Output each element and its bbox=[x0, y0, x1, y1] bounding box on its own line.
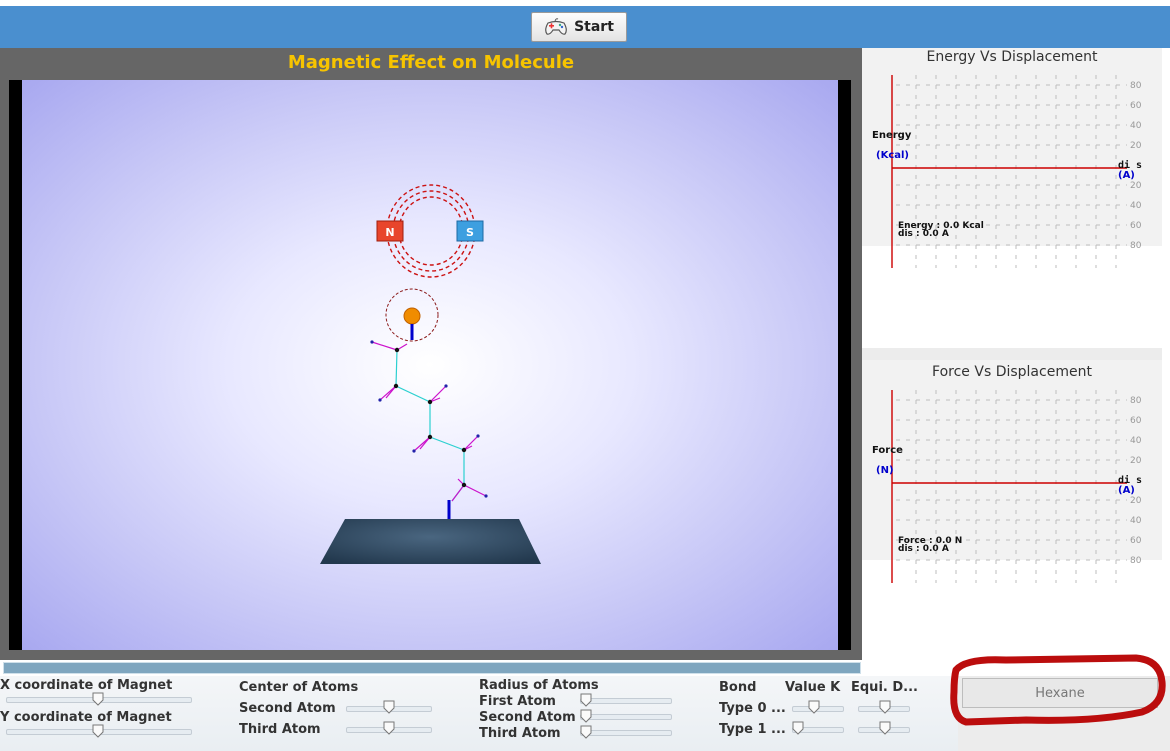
top-atom[interactable] bbox=[403, 307, 421, 325]
center-third-atom-label: Third Atom bbox=[239, 722, 321, 737]
energy-tick: 40 bbox=[1130, 201, 1142, 211]
x-magnet-slider-thumb[interactable] bbox=[92, 692, 104, 706]
energy-grid bbox=[896, 75, 1127, 268]
type0-label: Type 0 ... bbox=[719, 701, 786, 716]
force-graph-panel bbox=[862, 360, 1162, 560]
atom-influence-ring bbox=[385, 288, 439, 342]
force-tick: 60 bbox=[1130, 536, 1142, 546]
force-y-unit: (N) bbox=[876, 465, 894, 476]
hexane-button[interactable]: Hexane bbox=[962, 678, 1158, 708]
force-readout-dis: dis : 0.0 A bbox=[898, 544, 949, 554]
radius-first-atom-slider-track[interactable] bbox=[580, 698, 672, 704]
start-label: Start bbox=[574, 19, 614, 35]
center-atoms-label: Center of Atoms bbox=[239, 680, 359, 695]
energy-tick: 80 bbox=[1130, 241, 1142, 251]
energy-y-label: Energy bbox=[872, 130, 912, 141]
force-tick: 40 bbox=[1130, 516, 1142, 526]
energy-x-unit: (A) bbox=[1118, 170, 1135, 181]
force-tick: 20 bbox=[1130, 456, 1142, 466]
center-second-atom-slider-thumb[interactable] bbox=[383, 700, 395, 714]
gamepad-icon bbox=[544, 18, 568, 36]
radius-third-atom-slider-track[interactable] bbox=[580, 730, 672, 736]
force-grid bbox=[896, 390, 1127, 583]
type1-k-slider-track[interactable] bbox=[792, 727, 844, 733]
magnet-south-pole[interactable]: S bbox=[456, 220, 484, 242]
force-readout-value: Force : 0.0 N bbox=[898, 536, 962, 546]
center-second-atom-label: Second Atom bbox=[239, 701, 336, 716]
energy-graph-title: Energy Vs Displacement bbox=[926, 49, 1098, 65]
type1-d-slider-thumb[interactable] bbox=[879, 721, 891, 735]
energy-tick: 40 bbox=[1130, 121, 1142, 131]
bond-label: Bond bbox=[719, 680, 757, 695]
hydrogen-bonds bbox=[371, 341, 487, 502]
magnet-south-label: S bbox=[466, 226, 474, 239]
magnet-north-label: N bbox=[385, 226, 394, 239]
x-magnet-label: X coordinate of Magnet bbox=[0, 678, 173, 693]
radius-first-atom-slider-thumb[interactable] bbox=[580, 693, 592, 707]
magnet-north-pole[interactable]: N bbox=[376, 220, 404, 242]
molecule-scene-svg: N S bbox=[320, 184, 541, 564]
force-x-label: di s bbox=[1118, 474, 1142, 486]
force-tick: 80 bbox=[1130, 396, 1142, 406]
force-tick: 80 bbox=[1130, 556, 1142, 566]
surface-platform bbox=[320, 519, 541, 564]
carbon-chain bbox=[395, 349, 465, 502]
atoms bbox=[370, 340, 488, 498]
type0-d-slider-thumb[interactable] bbox=[879, 700, 891, 714]
type1-k-slider-thumb[interactable] bbox=[792, 721, 804, 735]
force-x-unit: (A) bbox=[1118, 485, 1135, 496]
red-highlight-annotation bbox=[950, 654, 1166, 726]
radius-second-atom-label: Second Atom bbox=[479, 710, 576, 725]
energy-y-unit: (Kcal) bbox=[876, 150, 909, 161]
start-button[interactable]: Start bbox=[531, 12, 627, 42]
type0-k-slider-thumb[interactable] bbox=[808, 700, 820, 714]
simulation-scene: N S bbox=[22, 80, 838, 650]
radius-second-atom-slider-track[interactable] bbox=[580, 714, 672, 720]
value-k-label: Value K bbox=[785, 680, 841, 695]
radius-third-atom-slider-thumb[interactable] bbox=[580, 725, 592, 739]
force-graph-title: Force Vs Displacement bbox=[932, 364, 1092, 380]
force-tick: 20 bbox=[1130, 496, 1142, 506]
y-magnet-slider-thumb[interactable] bbox=[92, 724, 104, 738]
force-tick: 60 bbox=[1130, 416, 1142, 426]
energy-tick: 60 bbox=[1130, 101, 1142, 111]
equi-d-label: Equi. D... bbox=[851, 680, 918, 695]
radius-third-atom-label: Third Atom bbox=[479, 726, 561, 741]
graph-separator bbox=[862, 348, 1162, 360]
energy-tick: 60 bbox=[1130, 221, 1142, 231]
center-third-atom-slider-thumb[interactable] bbox=[383, 721, 395, 735]
energy-graph-panel bbox=[862, 48, 1162, 246]
simulation-title: Magnetic Effect on Molecule bbox=[287, 52, 575, 73]
controls-panel bbox=[0, 676, 958, 751]
force-graph: 80 60 40 20 20 40 60 80 Force (N) di s (… bbox=[872, 390, 1142, 583]
type1-label: Type 1 ... bbox=[719, 722, 786, 737]
force-tick: 40 bbox=[1130, 436, 1142, 446]
energy-graph: 80 60 40 20 20 40 60 80 Energy (Kcal) di… bbox=[872, 75, 1142, 268]
energy-tick: 20 bbox=[1130, 181, 1142, 191]
radius-second-atom-slider-thumb[interactable] bbox=[580, 709, 592, 723]
force-y-label: Force bbox=[872, 445, 903, 456]
radius-atoms-label: Radius of Atoms bbox=[479, 678, 599, 693]
radius-first-atom-label: First Atom bbox=[479, 694, 556, 709]
energy-tick: 80 bbox=[1130, 81, 1142, 91]
energy-tick: 20 bbox=[1130, 141, 1142, 151]
simulation-bottom-bar bbox=[3, 662, 861, 674]
energy-x-label: di s bbox=[1118, 159, 1142, 171]
y-magnet-label: Y coordinate of Magnet bbox=[0, 710, 172, 725]
energy-readout-value: Energy : 0.0 Kcal bbox=[898, 221, 984, 231]
energy-readout-dis: dis : 0.0 A bbox=[898, 229, 949, 239]
